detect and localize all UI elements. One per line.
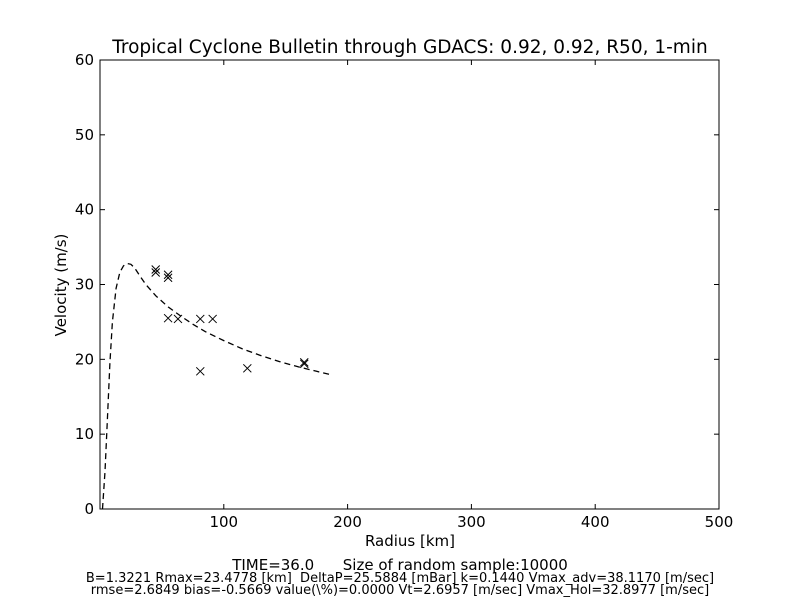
data-point-stroke [195, 314, 205, 324]
y-axis-label: Velocity (m/s) [52, 234, 70, 337]
data-point-11 [299, 359, 309, 369]
data-point-5 [173, 314, 183, 324]
data-point-stroke [163, 270, 173, 280]
y-tick-label-1: 10 [75, 425, 94, 443]
data-point-stroke [173, 314, 183, 324]
data-point-stroke [208, 314, 218, 324]
data-point-stroke [195, 366, 205, 376]
x-tick-label-2: 300 [457, 513, 486, 531]
y-tick-label-2: 20 [75, 350, 94, 368]
x-tick-label-0: 100 [209, 513, 238, 531]
data-point-stroke [299, 359, 309, 369]
data-point-3 [163, 273, 173, 283]
data-point-stroke [151, 268, 161, 277]
x-tick-label-1: 200 [333, 513, 362, 531]
data-point-10 [299, 357, 309, 367]
data-point-4 [163, 313, 173, 323]
data-point-stroke [151, 265, 161, 274]
data-point-stroke [163, 273, 173, 283]
data-point-stroke [299, 357, 309, 367]
y-tick-label-6: 60 [75, 51, 94, 69]
data-point-stroke [163, 313, 173, 323]
data-point-6 [195, 314, 205, 324]
data-point-7 [208, 314, 218, 324]
data-point-9 [242, 363, 252, 373]
y-tick-label-5: 50 [75, 126, 94, 144]
y-tick-label-4: 40 [75, 201, 94, 219]
fit-curve-line [101, 262, 330, 510]
footer-stats-line: rmse=2.6849 bias=-0.5669 value(\%)=0.000… [90, 583, 710, 598]
x-tick-label-3: 400 [581, 513, 610, 531]
plot-frame [99, 59, 720, 510]
footer-params-line: B=1.3221 Rmax=23.4778 [km] DeltaP=25.588… [85, 571, 715, 586]
chart-title: Tropical Cyclone Bulletin through GDACS:… [111, 37, 707, 58]
marker-layer [151, 265, 309, 376]
footer-time-line: TIME=36.0 Size of random sample:10000 [232, 556, 568, 574]
y-tick-label-0: 0 [84, 500, 94, 518]
data-point-0 [151, 265, 161, 274]
y-tick-label-3: 30 [75, 276, 94, 294]
x-axis-label: Radius [km] [365, 532, 455, 550]
x-tick-label-4: 500 [705, 513, 734, 531]
data-point-8 [195, 366, 205, 376]
data-point-2 [163, 270, 173, 280]
axis-ticks: 100 200 300 400 500 0 10 20 30 40 50 60 [75, 51, 733, 531]
data-point-stroke [242, 363, 252, 373]
data-point-1 [151, 268, 161, 277]
fit-curve-layer [101, 262, 330, 510]
